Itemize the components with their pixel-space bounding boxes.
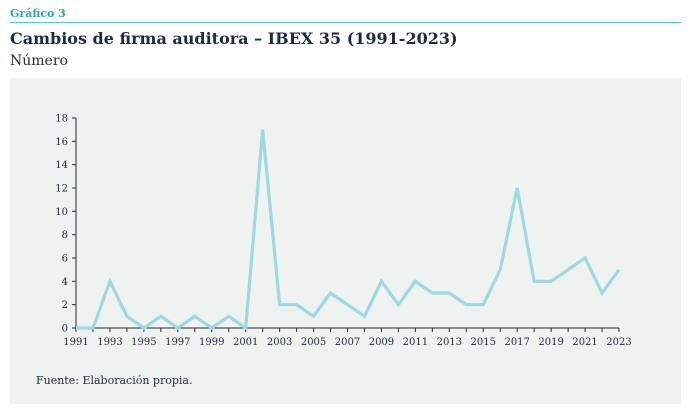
x-tick-label: 2013 bbox=[437, 337, 462, 348]
y-tick-label: 8 bbox=[62, 230, 68, 241]
y-tick-label: 18 bbox=[55, 114, 68, 125]
x-tick-label: 2001 bbox=[233, 337, 258, 348]
x-tick-label: 2003 bbox=[267, 337, 292, 348]
x-tick-label: 1997 bbox=[165, 337, 190, 348]
chart-subtitle: Número bbox=[10, 53, 68, 69]
chart-title: Cambios de firma auditora – IBEX 35 (199… bbox=[10, 29, 458, 48]
y-tick-label: 4 bbox=[62, 277, 68, 288]
x-tick-label: 2015 bbox=[471, 337, 496, 348]
x-tick-label: 2017 bbox=[504, 337, 529, 348]
x-tick-label: 1995 bbox=[131, 337, 156, 348]
chart-tag: Gráfico 3 bbox=[10, 7, 66, 20]
x-tick-label: 2021 bbox=[572, 337, 597, 348]
y-tick-label: 12 bbox=[55, 184, 68, 195]
y-tick-label: 14 bbox=[55, 160, 68, 171]
series-line bbox=[76, 129, 621, 331]
header-rule bbox=[10, 22, 681, 23]
x-tick-label: 2005 bbox=[301, 337, 326, 348]
y-tick-label: 10 bbox=[55, 207, 68, 218]
y-tick-label: 0 bbox=[62, 324, 68, 335]
x-tick-label: 2019 bbox=[538, 337, 563, 348]
x-tick-label: 2007 bbox=[335, 337, 360, 348]
x-tick-label: 2011 bbox=[403, 337, 428, 348]
x-tick-label: 2023 bbox=[606, 337, 631, 348]
y-tick-label: 2 bbox=[62, 300, 68, 311]
x-tick-label: 2009 bbox=[369, 337, 394, 348]
x-tick-label: 1999 bbox=[199, 337, 224, 348]
y-tick-label: 6 bbox=[62, 254, 68, 265]
x-tick-label: 1991 bbox=[63, 337, 88, 348]
chart-panel: 0 2 4 6 8 10 12 14 16 18 1991 1993 1995 1997 1999 2001 2… bbox=[10, 78, 681, 404]
y-tick-label: 16 bbox=[55, 137, 68, 148]
x-tick-label: 1993 bbox=[97, 337, 122, 348]
line-chart: 0 2 4 6 8 10 12 14 16 18 1991 1993 1995 1997 1999 2001 2… bbox=[55, 114, 631, 349]
source-note: Fuente: Elaboración propia. bbox=[36, 374, 193, 387]
